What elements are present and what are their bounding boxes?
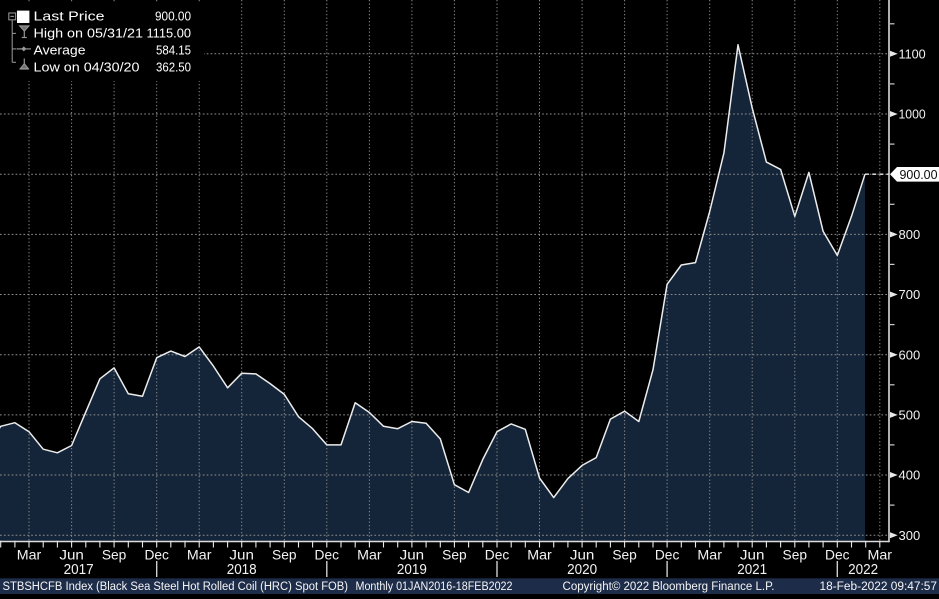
svg-text:300: 300	[899, 528, 921, 543]
svg-text:Jun: Jun	[740, 548, 765, 563]
svg-text:400: 400	[899, 468, 921, 483]
svg-text:Mar: Mar	[357, 548, 382, 563]
svg-text:Mar: Mar	[868, 548, 893, 563]
svg-text:500: 500	[899, 408, 921, 423]
svg-text:700: 700	[899, 287, 921, 302]
svg-text:Mar: Mar	[697, 548, 722, 563]
svg-text:Dec: Dec	[655, 548, 680, 563]
svg-text:Dec: Dec	[485, 548, 510, 563]
svg-text:Jun: Jun	[570, 548, 595, 563]
svg-text:362.50: 362.50	[156, 60, 191, 75]
svg-text:Low on 04/30/20: Low on 04/30/20	[34, 60, 140, 75]
svg-text:1100: 1100	[899, 46, 926, 61]
svg-text:Mar: Mar	[187, 548, 212, 563]
svg-text:900.00: 900.00	[900, 167, 938, 182]
svg-text:Mar: Mar	[527, 548, 552, 563]
svg-text:Sep: Sep	[272, 548, 297, 563]
svg-text:STBSHCFB Index (Black Sea Stee: STBSHCFB Index (Black Sea Steel Hot Roll…	[3, 579, 349, 593]
svg-text:1000: 1000	[899, 107, 926, 122]
svg-text:Jun: Jun	[229, 548, 254, 563]
svg-text:Sep: Sep	[442, 548, 467, 563]
svg-text:600: 600	[899, 347, 921, 362]
svg-text:Dec: Dec	[315, 548, 340, 563]
svg-text:2019: 2019	[397, 562, 427, 578]
svg-text:2020: 2020	[567, 562, 597, 578]
svg-text:584.15: 584.15	[156, 42, 191, 57]
svg-text:800: 800	[899, 227, 921, 242]
svg-text:Copyright© 2022 Bloomberg Fina: Copyright© 2022 Bloomberg Finance L.P.	[563, 579, 775, 593]
svg-text:2018: 2018	[227, 562, 257, 578]
svg-text:900.00: 900.00	[155, 8, 191, 23]
svg-text:Last Price: Last Price	[34, 8, 105, 23]
svg-text:18-Feb-2022 09:47:57: 18-Feb-2022 09:47:57	[820, 579, 938, 593]
svg-text:High on 05/31/21: High on 05/31/21	[34, 25, 144, 40]
svg-text:2021: 2021	[737, 562, 767, 578]
svg-text:Sep: Sep	[102, 548, 127, 563]
svg-text:Average: Average	[34, 42, 86, 57]
svg-text:Mar: Mar	[17, 548, 42, 563]
svg-text:1115.00: 1115.00	[147, 25, 192, 40]
svg-text:Monthly 01JAN2016-18FEB2022: Monthly 01JAN2016-18FEB2022	[356, 579, 513, 593]
svg-text:Jun: Jun	[59, 548, 84, 563]
svg-text:2017: 2017	[64, 562, 94, 578]
svg-text:Sep: Sep	[783, 548, 808, 563]
svg-text:2022: 2022	[848, 562, 878, 578]
svg-text:Dec: Dec	[825, 548, 850, 563]
svg-text:Jun: Jun	[400, 548, 425, 563]
svg-text:Dec: Dec	[144, 548, 169, 563]
svg-text:Sep: Sep	[612, 548, 637, 563]
